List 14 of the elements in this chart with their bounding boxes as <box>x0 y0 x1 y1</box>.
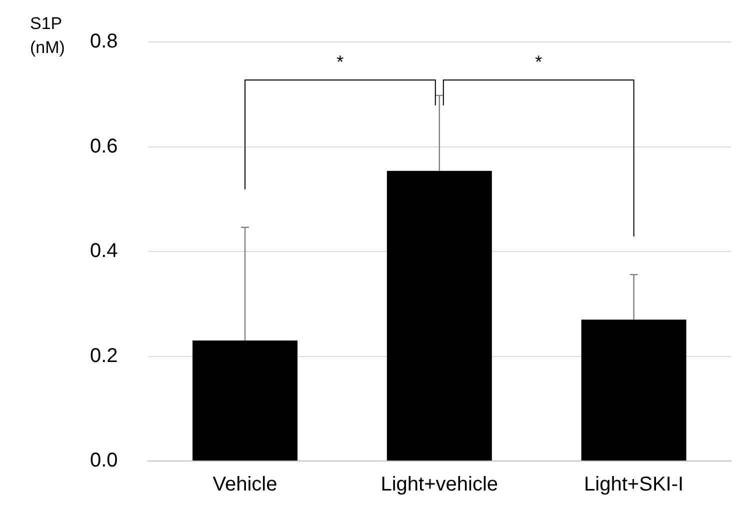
x-tick-label: Vehicle <box>212 474 278 496</box>
y-tick-label: 0.0 <box>90 450 118 472</box>
bar <box>581 320 686 460</box>
y-tick-label: 0.2 <box>90 344 118 367</box>
annotation: * <box>336 52 344 73</box>
y-tick-label: 0.6 <box>90 135 118 158</box>
y-tick-label: 0.4 <box>90 240 118 262</box>
x-tick-label: Light+vehicle <box>380 474 498 496</box>
y-axis-title: S1P (nM) <box>30 13 65 59</box>
annotation: * <box>535 52 542 73</box>
x-tick-label: Light+SKI-I <box>584 474 684 496</box>
bar <box>192 340 298 460</box>
bar <box>386 170 492 460</box>
y-tick-label: 0.8 <box>90 30 118 53</box>
